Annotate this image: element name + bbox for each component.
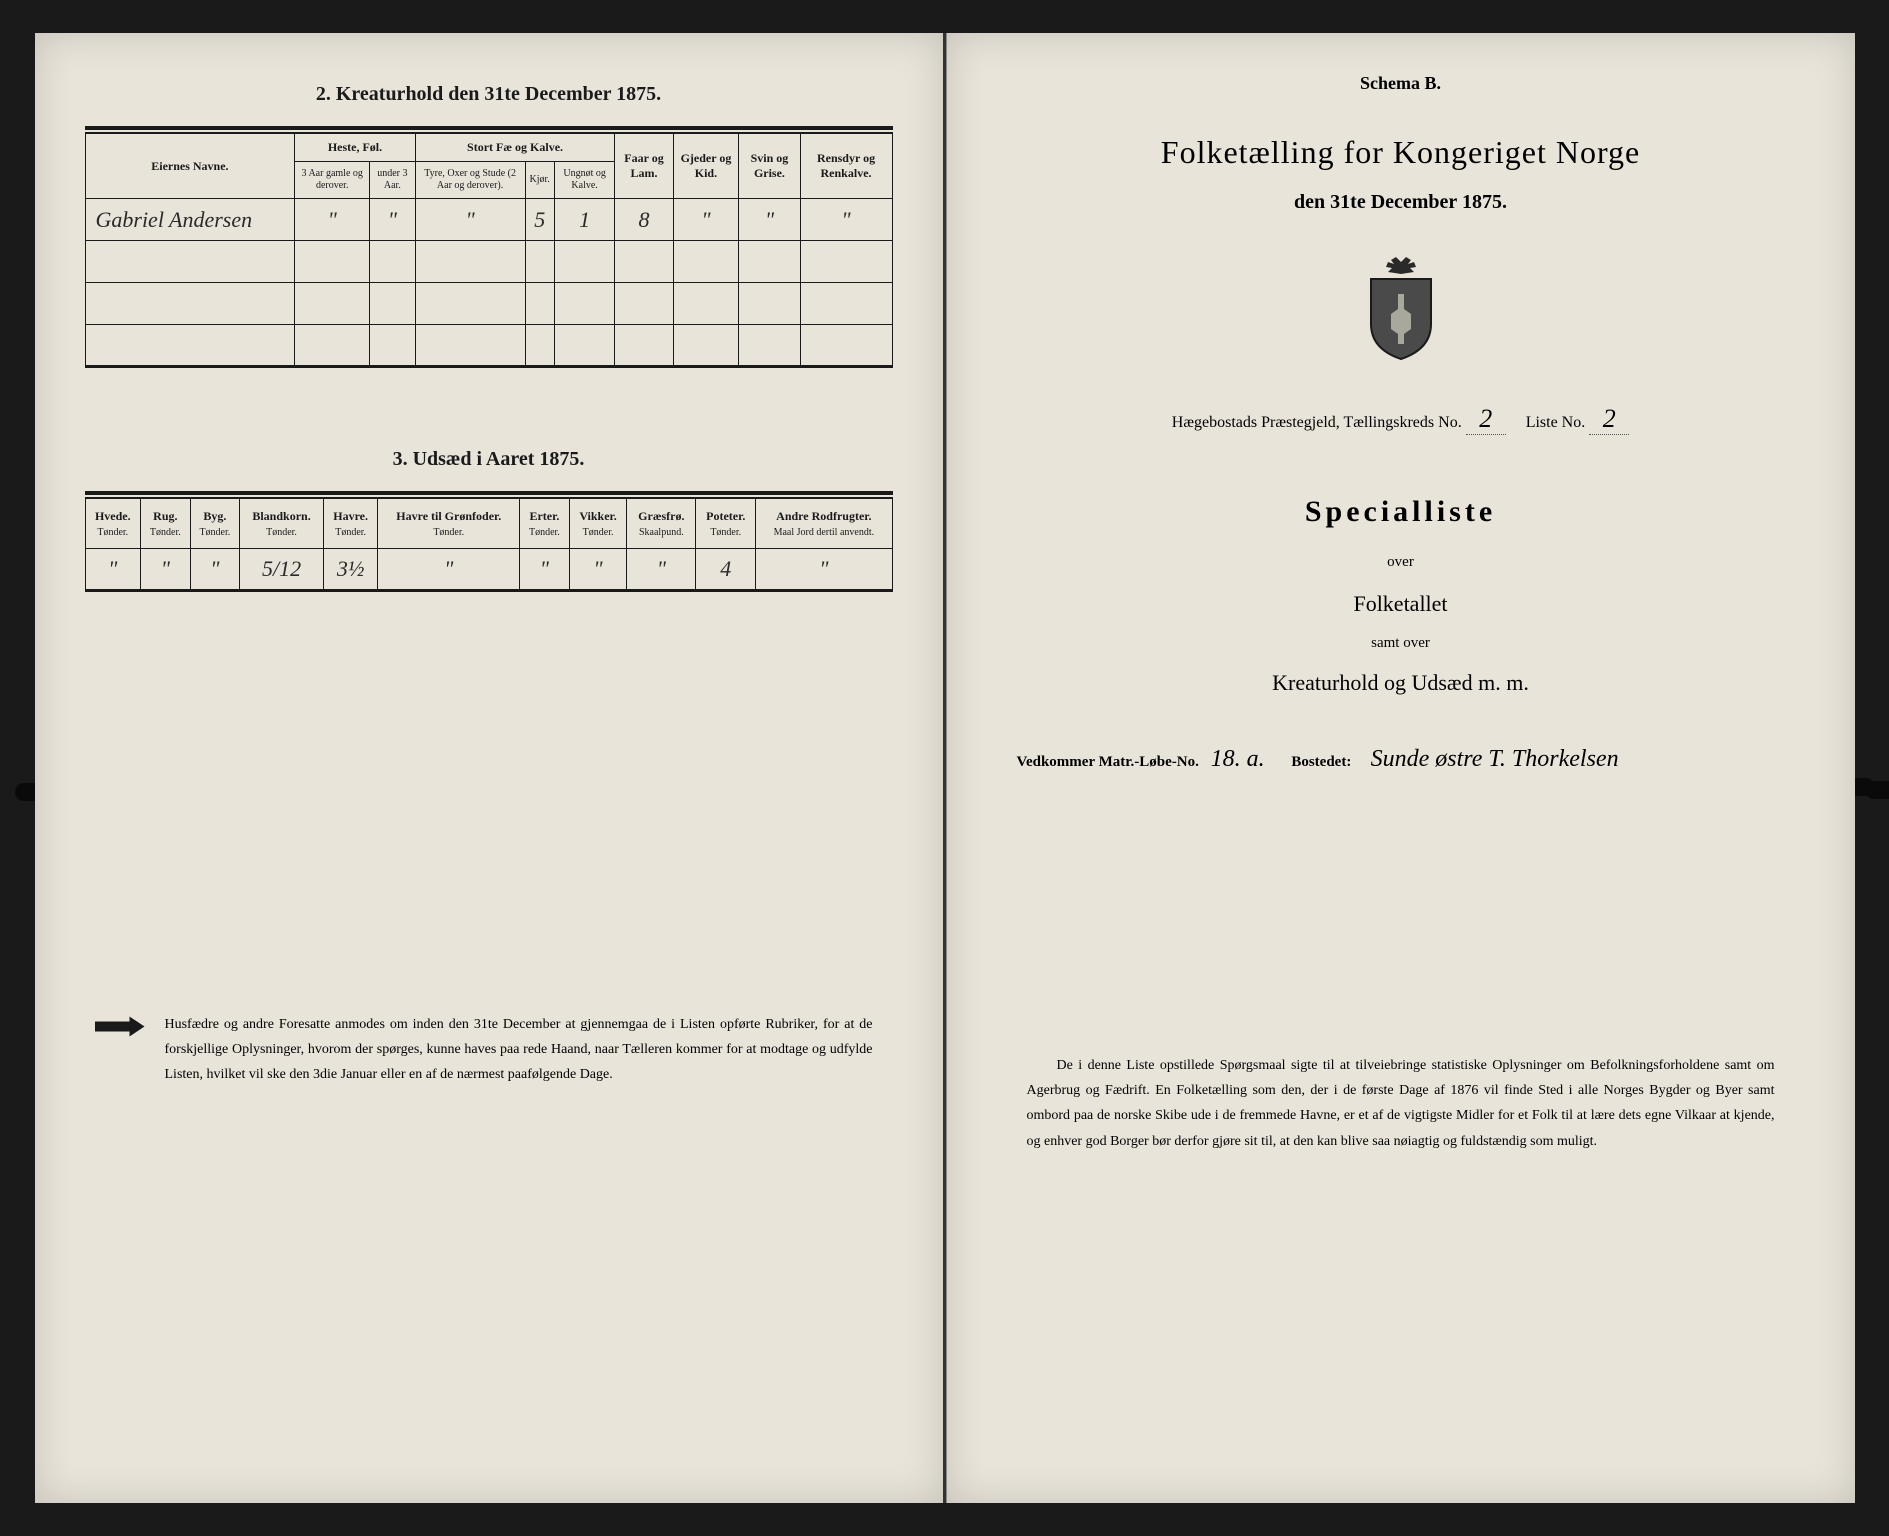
cell-stort3: 1 xyxy=(554,199,615,241)
left-page: 2. Kreaturhold den 31te December 1875. E… xyxy=(35,33,946,1503)
cell-heste2: " xyxy=(370,199,416,241)
cell-andre: " xyxy=(756,549,892,591)
section-2-title: 2. Kreaturhold den 31te December 1875. xyxy=(85,83,893,106)
col-poteter: Poteter.Tønder. xyxy=(696,499,756,549)
col-heste-group: Heste, Føl. xyxy=(295,134,415,162)
sowing-table: Hvede.Tønder. Rug.Tønder. Byg.Tønder. Bl… xyxy=(85,498,893,592)
pointing-hand-icon xyxy=(95,1014,145,1039)
col-gjeder: Gjeder og Kid. xyxy=(673,134,739,199)
col-blandkorn: Blandkorn.Tønder. xyxy=(240,499,324,549)
right-page: Schema B. Folketælling for Kongeriget No… xyxy=(946,33,1855,1503)
cell-erter: " xyxy=(520,549,570,591)
parish-label: Hægebostads Præstegjeld, Tællingskreds N… xyxy=(1172,414,1462,431)
col-stort-2: Kjør. xyxy=(525,162,554,199)
vedkommer-line: Vedkommer Matr.-Løbe-No. 18. a. Bostedet… xyxy=(997,746,1805,773)
bostedet-label: Bostedet: xyxy=(1291,754,1351,770)
cell-poteter: 4 xyxy=(696,549,756,591)
owner-name: Gabriel Andersen xyxy=(85,199,295,241)
col-owner: Eiernes Navne. xyxy=(85,134,295,199)
cell-rug: " xyxy=(141,549,191,591)
col-graesfro: Græsfrø.Skaalpund. xyxy=(627,499,696,549)
col-vikker: Vikker.Tønder. xyxy=(569,499,627,549)
over-text: over xyxy=(997,554,1805,571)
col-andre: Andre Rodfrugter.Maal Jord dertil anvend… xyxy=(756,499,892,549)
rule-line xyxy=(85,126,893,133)
sowing-row-1: " " " 5/12 3½ " " " " 4 " xyxy=(85,549,892,591)
left-notice-content: Husfædre og andre Foresatte anmodes om i… xyxy=(165,1017,873,1082)
right-notice-text: De i denne Liste opstillede Spørgsmaal s… xyxy=(997,1053,1805,1154)
vedkommer-label: Vedkommer Matr.-Løbe-No. xyxy=(1017,754,1199,770)
cell-faar: 8 xyxy=(615,199,673,241)
livestock-empty-row xyxy=(85,241,892,283)
cell-havre-gron: " xyxy=(378,549,520,591)
parish-line: Hægebostads Præstegjeld, Tællingskreds N… xyxy=(997,404,1805,435)
schema-label: Schema B. xyxy=(997,73,1805,94)
col-erter: Erter.Tønder. xyxy=(520,499,570,549)
livestock-table: Eiernes Navne. Heste, Føl. Stort Fæ og K… xyxy=(85,133,893,368)
col-heste-2: under 3 Aar. xyxy=(370,162,416,199)
cell-hvede: " xyxy=(85,549,141,591)
col-havre: Havre.Tønder. xyxy=(323,499,377,549)
cell-stort1: " xyxy=(415,199,525,241)
cell-blandkorn: 5/12 xyxy=(240,549,324,591)
col-stort-3: Ungnøt og Kalve. xyxy=(554,162,615,199)
norway-crest-icon xyxy=(997,254,1805,364)
col-rug: Rug.Tønder. xyxy=(141,499,191,549)
livestock-empty-row xyxy=(85,325,892,367)
section-3-title: 3. Udsæd i Aaret 1875. xyxy=(85,448,893,471)
cell-byg: " xyxy=(190,549,240,591)
cell-gjeder: " xyxy=(673,199,739,241)
samt-over-text: samt over xyxy=(997,635,1805,652)
cell-graesfro: " xyxy=(627,549,696,591)
kreatur-heading: Kreaturhold og Udsæd m. m. xyxy=(997,670,1805,696)
cell-vikker: " xyxy=(569,549,627,591)
binding-clip-right-outer xyxy=(1865,781,1889,799)
col-svin: Svin og Grise. xyxy=(739,134,800,199)
main-title: Folketælling for Kongeriget Norge xyxy=(997,134,1805,171)
matr-number: 18. a. xyxy=(1203,746,1273,773)
liste-number: 2 xyxy=(1589,404,1629,435)
col-heste-1: 3 Aar gamle og derover. xyxy=(295,162,370,199)
col-rensdyr: Rensdyr og Renkalve. xyxy=(800,134,892,199)
col-hvede: Hvede.Tønder. xyxy=(85,499,141,549)
col-havre-gron: Havre til Grønfoder.Tønder. xyxy=(378,499,520,549)
cell-havre: 3½ xyxy=(323,549,377,591)
rule-line xyxy=(85,491,893,498)
cell-svin: " xyxy=(739,199,800,241)
col-byg: Byg.Tønder. xyxy=(190,499,240,549)
livestock-empty-row xyxy=(85,283,892,325)
liste-label: Liste No. xyxy=(1526,414,1586,431)
cell-rensdyr: " xyxy=(800,199,892,241)
col-stort-group: Stort Fæ og Kalve. xyxy=(415,134,615,162)
livestock-row-1: Gabriel Andersen " " " 5 1 8 " " " xyxy=(85,199,892,241)
cell-heste1: " xyxy=(295,199,370,241)
col-stort-1: Tyre, Oxer og Stude (2 Aar og derover). xyxy=(415,162,525,199)
bostedet-name: Sunde østre T. Thorkelsen xyxy=(1363,746,1627,773)
left-notice-text: Husfædre og andre Foresatte anmodes om i… xyxy=(85,1012,893,1088)
folketallet-heading: Folketallet xyxy=(997,591,1805,617)
specialliste-heading: Specialliste xyxy=(997,495,1805,529)
cell-stort2: 5 xyxy=(525,199,554,241)
census-book-spread: 2. Kreaturhold den 31te December 1875. E… xyxy=(35,33,1855,1503)
kreds-number: 2 xyxy=(1466,404,1506,435)
sub-title: den 31te December 1875. xyxy=(997,191,1805,214)
col-faar: Faar og Lam. xyxy=(615,134,673,199)
